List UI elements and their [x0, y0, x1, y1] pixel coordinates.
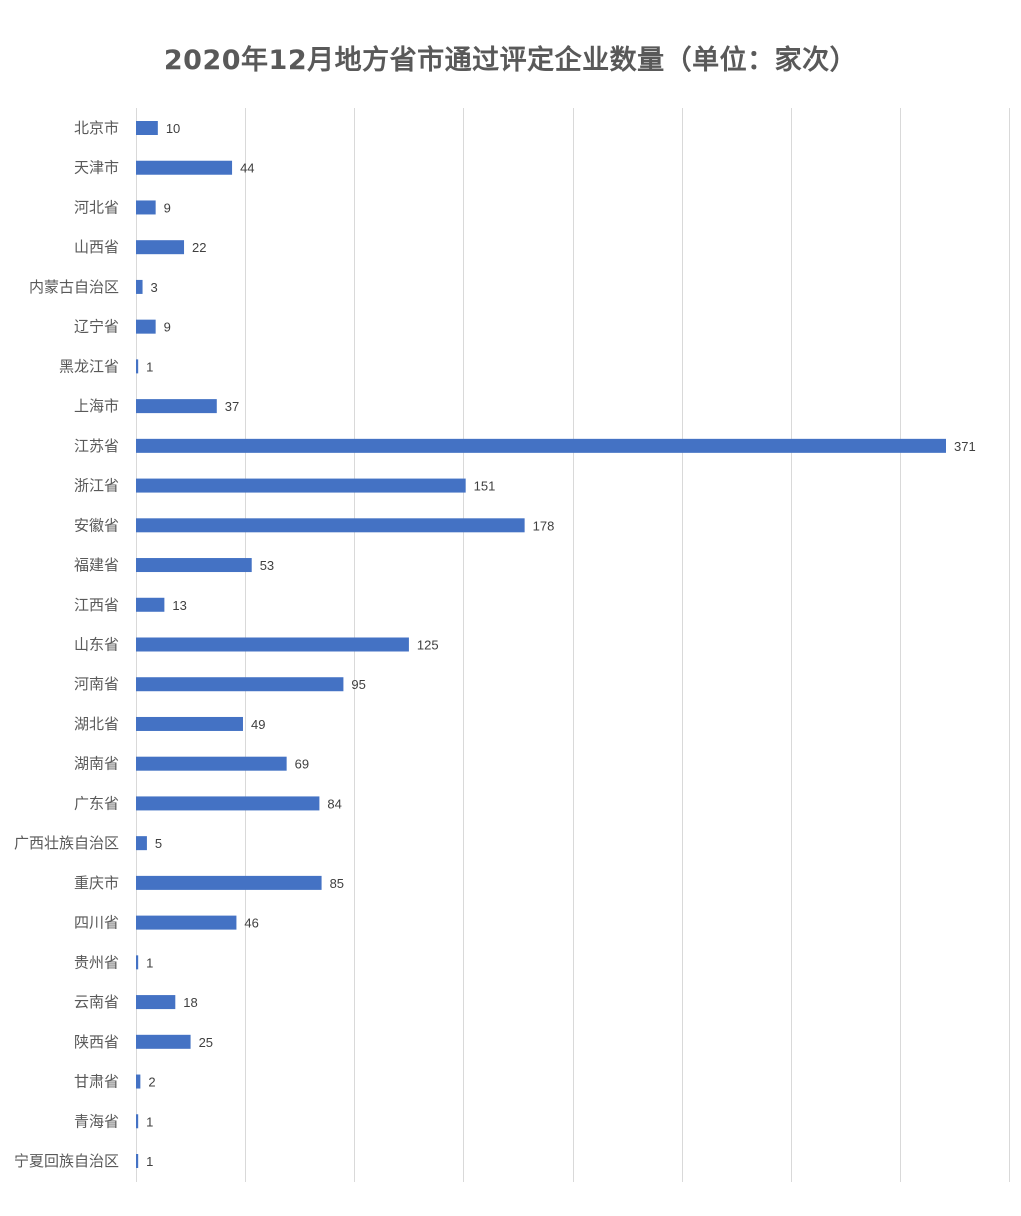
bar — [136, 716, 243, 731]
data-label: 5 — [155, 836, 162, 851]
data-label: 125 — [417, 638, 439, 653]
bar — [136, 160, 233, 175]
data-label: 13 — [172, 598, 186, 613]
bar — [136, 1074, 141, 1089]
category-label: 内蒙古自治区 — [29, 278, 119, 296]
bar — [136, 1154, 139, 1168]
category-label: 贵州省 — [74, 953, 119, 971]
category-label: 广西壮族自治区 — [14, 834, 119, 852]
bar — [136, 399, 217, 414]
bar — [136, 121, 158, 135]
data-label: 1 — [146, 1114, 153, 1129]
category-label: 江苏省 — [74, 437, 119, 455]
bar — [136, 677, 344, 692]
category-label: 甘肃省 — [74, 1073, 119, 1091]
category-label: 北京市 — [74, 119, 119, 137]
data-label: 25 — [199, 1035, 213, 1050]
category-label: 青海省 — [74, 1112, 119, 1130]
bar — [136, 875, 322, 890]
category-label: 河北省 — [74, 198, 119, 216]
data-label: 178 — [533, 518, 555, 533]
data-label: 22 — [192, 240, 206, 255]
bar — [136, 756, 287, 771]
bar — [136, 915, 237, 930]
category-label: 山西省 — [74, 238, 119, 256]
data-label: 69 — [295, 757, 309, 772]
category-label: 江西省 — [74, 596, 119, 614]
data-label: 10 — [166, 121, 180, 136]
category-label: 四川省 — [74, 914, 119, 932]
category-label: 广东省 — [74, 794, 119, 812]
data-label: 151 — [474, 479, 496, 494]
bar — [136, 478, 466, 493]
bar — [136, 359, 139, 374]
category-label: 云南省 — [74, 993, 119, 1011]
category-label: 辽宁省 — [74, 318, 119, 336]
bar — [136, 438, 946, 453]
category-label: 河南省 — [74, 675, 119, 693]
category-label: 重庆市 — [74, 874, 119, 892]
category-label: 湖南省 — [74, 755, 119, 773]
bar — [136, 518, 525, 533]
data-label: 18 — [183, 995, 197, 1010]
category-label: 山东省 — [74, 636, 119, 654]
category-label: 浙江省 — [74, 477, 119, 495]
category-label: 福建省 — [74, 556, 119, 574]
data-label: 1 — [146, 955, 153, 970]
data-label: 1 — [146, 1154, 153, 1169]
data-label: 1 — [146, 359, 153, 374]
bar — [136, 1034, 191, 1049]
category-label: 陕西省 — [74, 1033, 119, 1051]
data-label: 49 — [251, 717, 265, 732]
bar — [136, 240, 185, 255]
chart-title: 2020年12月地方省市通过评定企业数量（单位：家次） — [163, 45, 858, 76]
bar — [136, 637, 409, 652]
data-label: 53 — [260, 558, 274, 573]
bar — [136, 200, 156, 215]
bar — [136, 319, 156, 334]
data-label: 37 — [225, 399, 239, 414]
data-label: 371 — [954, 439, 976, 454]
bar — [136, 279, 143, 294]
category-label: 湖北省 — [74, 715, 119, 733]
data-label: 3 — [151, 280, 158, 295]
category-label: 安徽省 — [74, 516, 119, 534]
category-label: 上海市 — [74, 397, 119, 415]
data-label: 85 — [330, 876, 344, 891]
data-label: 9 — [164, 320, 171, 335]
category-label: 天津市 — [74, 159, 119, 177]
bar — [136, 597, 165, 612]
category-label: 黑龙江省 — [59, 357, 119, 375]
category-label: 宁夏回族自治区 — [14, 1152, 119, 1170]
bar — [136, 558, 252, 573]
data-label: 95 — [351, 677, 365, 692]
bar — [136, 1114, 139, 1129]
bar — [136, 836, 147, 851]
data-label: 44 — [240, 161, 254, 176]
bar — [136, 955, 139, 970]
data-label: 9 — [164, 200, 171, 215]
bar — [136, 995, 176, 1010]
data-label: 46 — [244, 916, 258, 931]
data-label: 2 — [148, 1075, 155, 1090]
data-label: 84 — [327, 796, 341, 811]
bar — [136, 796, 320, 811]
